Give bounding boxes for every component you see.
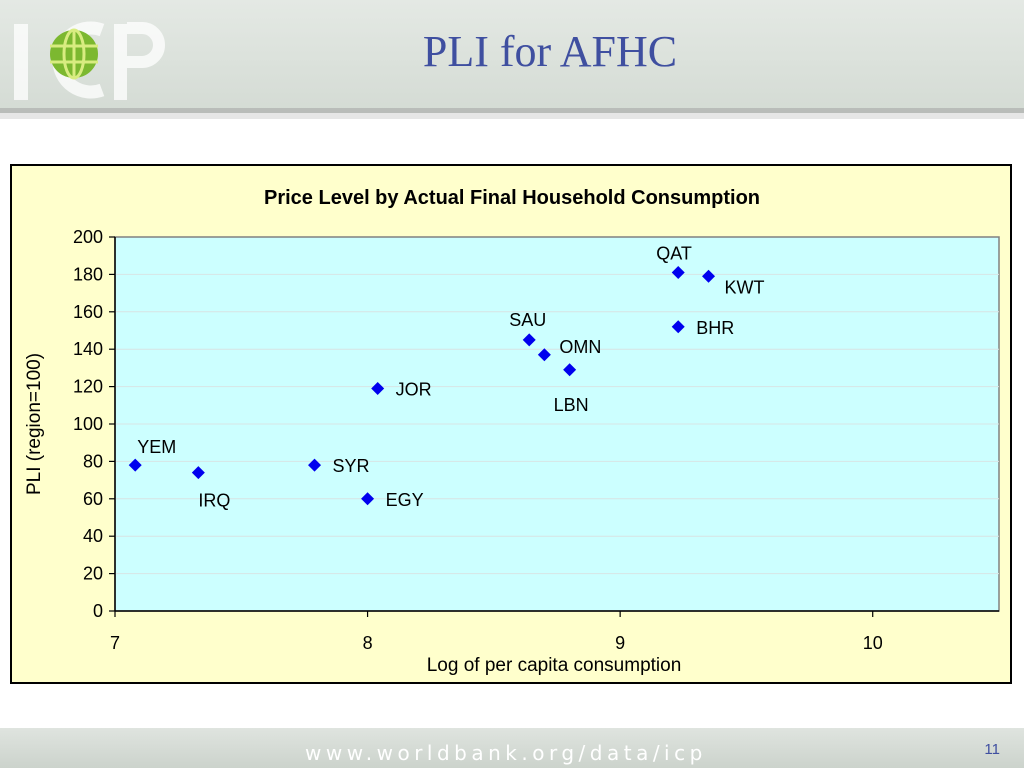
slide-footer	[0, 728, 1024, 768]
point-label-yem: YEM	[137, 437, 176, 457]
y-tick-label: 20	[83, 564, 103, 584]
y-tick-label: 80	[83, 451, 103, 471]
data-point-kwt	[702, 269, 716, 283]
data-point-bhr	[671, 320, 685, 334]
data-point-lbn	[563, 363, 577, 377]
point-label-syr: SYR	[333, 456, 370, 476]
page-number: 11	[984, 741, 1000, 758]
footer-url: www.worldbank.org/data/icp	[305, 741, 707, 765]
point-label-sau: SAU	[509, 310, 546, 330]
x-tick-label: 10	[863, 633, 883, 653]
header-divider	[0, 108, 1024, 113]
y-tick-label: 160	[73, 302, 103, 322]
y-tick-label: 200	[73, 227, 103, 247]
data-point-yem	[128, 458, 142, 472]
x-tick-label: 8	[363, 633, 373, 653]
y-axis-label: PLI (region=100)	[24, 353, 45, 495]
point-label-lbn: LBN	[554, 395, 589, 415]
y-tick-label: 0	[93, 601, 103, 621]
scatter-chart: Price Level by Actual Final Household Co…	[24, 187, 1000, 676]
point-label-irq: IRQ	[198, 491, 230, 511]
y-tick-label: 180	[73, 264, 103, 284]
data-point-qat	[671, 266, 685, 280]
point-label-egy: EGY	[386, 490, 424, 510]
data-point-egy	[361, 492, 375, 506]
point-label-omn: OMN	[559, 337, 601, 357]
y-tick-label: 40	[83, 526, 103, 546]
data-point-irq	[191, 466, 205, 480]
header-divider-shadow	[0, 113, 1024, 119]
chart-container: Price Level by Actual Final Household Co…	[10, 164, 1012, 684]
x-tick-label: 7	[110, 633, 120, 653]
data-point-jor	[371, 381, 385, 395]
icp-logo	[14, 21, 165, 100]
slide-header: PLI for AFHC	[0, 0, 1024, 112]
data-point-syr	[308, 458, 322, 472]
data-point-sau	[522, 333, 536, 347]
point-label-qat: QAT	[656, 244, 692, 264]
point-label-kwt: KWT	[725, 277, 765, 297]
y-tick-label: 140	[73, 339, 103, 359]
data-point-omn	[537, 348, 551, 362]
slide-title: PLI for AFHC	[422, 27, 678, 76]
x-tick-label: 9	[615, 633, 625, 653]
y-tick-label: 60	[83, 489, 103, 509]
y-tick-label: 100	[73, 414, 103, 434]
point-label-bhr: BHR	[696, 318, 734, 338]
point-label-jor: JOR	[396, 379, 432, 399]
x-axis-label: Log of per capita consumption	[427, 655, 682, 676]
chart-title: Price Level by Actual Final Household Co…	[264, 187, 760, 209]
y-tick-label: 120	[73, 377, 103, 397]
